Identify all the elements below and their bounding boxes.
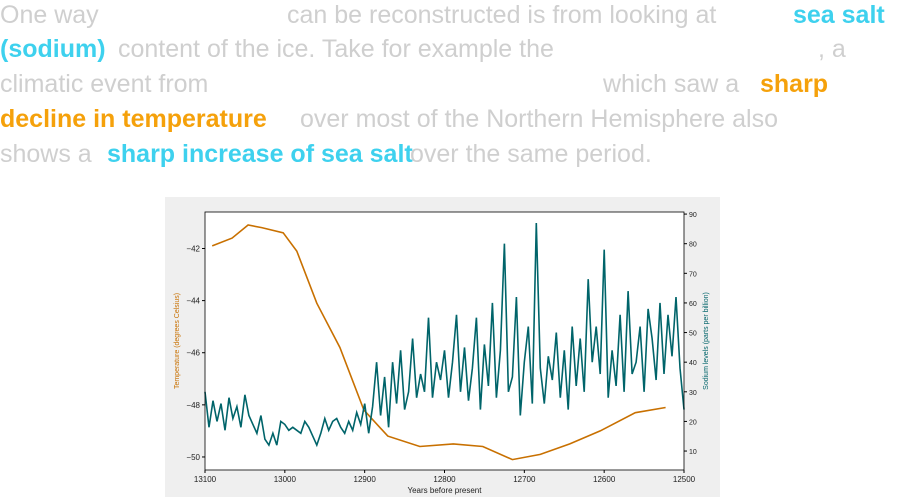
text-segment: sharp [760, 70, 829, 98]
y-tick-label: −46 [186, 349, 200, 358]
y2-tick-label: 70 [689, 271, 697, 278]
x-tick-label: 12800 [433, 475, 456, 484]
text-segment: content of the ice. Take for example the [118, 35, 554, 63]
plot-area [205, 212, 684, 470]
x-tick-label: 12600 [593, 475, 616, 484]
text-segment: which saw a [603, 70, 740, 98]
text-segment: climatic event from [0, 70, 209, 98]
text-segment: sharp increase of sea salt [107, 140, 413, 168]
text-segment: One way [0, 1, 99, 29]
plot-frame [204, 211, 685, 471]
text-segment: decline in temperature [0, 105, 267, 133]
y2-tick-label: 60 [689, 301, 697, 308]
x-axis-label: Years before present [408, 486, 483, 495]
text-segment: , a [818, 35, 846, 63]
text-segment: (sodium) [0, 35, 106, 63]
y-axis-label: Temperature (degrees Celsius) [174, 293, 181, 389]
y-tick-label: −50 [186, 453, 200, 462]
x-tick-label: 13000 [274, 475, 297, 484]
text-segment: over most of the Northern Hemisphere als… [300, 105, 778, 133]
y-tick-label: −44 [186, 297, 200, 306]
y2-tick-label: 30 [689, 390, 697, 397]
text-segment: shows a [0, 140, 92, 168]
y2-tick-label: 90 [689, 212, 697, 219]
text-segment: over the same period. [410, 140, 652, 168]
x-tick-label: 12700 [513, 475, 536, 484]
text-segment: sea salt [793, 1, 885, 29]
data-line [211, 224, 666, 461]
y2-tick-label: 80 [689, 242, 697, 249]
data-line [204, 222, 685, 448]
y-tick-label: −42 [186, 244, 200, 253]
text-segment: can be reconstructed is from looking at [287, 1, 717, 29]
y2-tick-label: 10 [689, 449, 697, 456]
y2-tick-label: 20 [689, 419, 697, 426]
x-tick-label: 13100 [194, 475, 217, 484]
y-tick-label: −48 [186, 401, 200, 410]
chart: 13100 13000 12900 12800 12700 12600 12500 −50 −4… [165, 197, 720, 497]
x-tick-label: 12500 [673, 475, 696, 484]
y2-tick-label: 40 [689, 360, 697, 367]
y2-axis-label: Sodium levels (parts per billion) [703, 292, 710, 390]
x-tick-label: 12900 [354, 475, 377, 484]
y2-tick-label: 50 [689, 331, 697, 338]
